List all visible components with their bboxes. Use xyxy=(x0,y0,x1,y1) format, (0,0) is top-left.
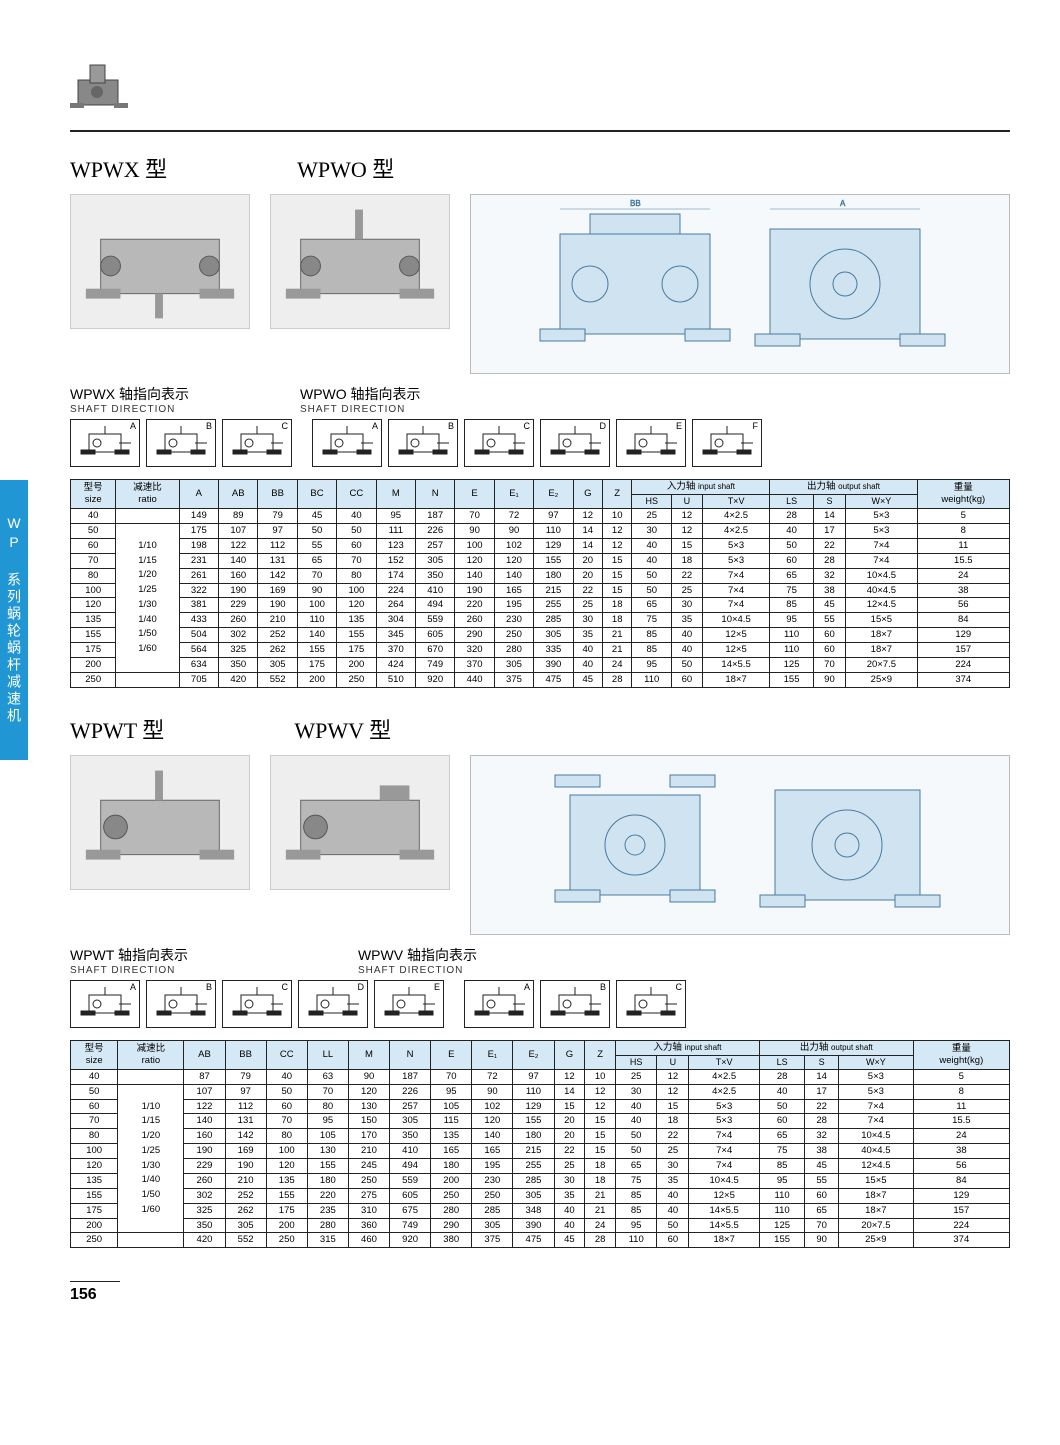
wpwt-shaft-label-cn: WPWT 轴指向表示 xyxy=(70,945,188,965)
shaft-direction-box: F xyxy=(692,419,762,467)
wpwo-shaft-label-en: SHAFT DIRECTION xyxy=(300,404,421,415)
shaft-direction-box: B xyxy=(146,980,216,1028)
wpwt-shaft-label-en: SHAFT DIRECTION xyxy=(70,965,188,976)
wpwo-photo xyxy=(270,194,450,329)
section2-subtitles: WPWT 轴指向表示 SHAFT DIRECTION WPWV 轴指向表示 SH… xyxy=(70,945,1010,976)
page-number: 156 xyxy=(70,1281,120,1304)
shaft-direction-box: A xyxy=(70,980,140,1028)
wpwt-photo xyxy=(70,755,250,890)
model-title-wpwt: WPWT 型 xyxy=(70,713,164,745)
wpwv-photo xyxy=(270,755,450,890)
wpwx-shaft-label-cn: WPWX 轴指向表示 xyxy=(70,384,270,404)
shaft-direction-box: C xyxy=(222,419,292,467)
shaft-direction-box: D xyxy=(298,980,368,1028)
spec-table-2: 型号size减速比ratioABBBCCLLMNEE₁E₂GZ入力轴 input… xyxy=(70,1040,1010,1249)
wpwv-shaft-label-en: SHAFT DIRECTION xyxy=(358,965,477,976)
shaft-direction-box: D xyxy=(540,419,610,467)
model-title-wpwx: WPWX 型 xyxy=(70,152,167,184)
section2-shaft-direction-boxes: A B C D E A B C xyxy=(70,980,1010,1028)
svg-text:BB: BB xyxy=(630,199,641,208)
section1-images-row: BB A xyxy=(70,194,1010,374)
section2-images-row xyxy=(70,755,1010,935)
page-content: WPWX 型 WPWO 型 xyxy=(0,0,1060,1334)
shaft-direction-box: E xyxy=(374,980,444,1028)
wpwo-shaft-label-cn: WPWO 轴指向表示 xyxy=(300,384,421,404)
shaft-direction-box: E xyxy=(616,419,686,467)
section1-tech-diagram: BB A xyxy=(470,194,1010,374)
shaft-direction-box: B xyxy=(540,980,610,1028)
shaft-direction-box: C xyxy=(616,980,686,1028)
section1-subtitles: WPWX 轴指向表示 SHAFT DIRECTION WPWO 轴指向表示 SH… xyxy=(70,384,1010,415)
model-title-wpwo: WPWO 型 xyxy=(297,152,394,184)
shaft-direction-box: C xyxy=(464,419,534,467)
shaft-direction-box: A xyxy=(70,419,140,467)
shaft-direction-box: B xyxy=(146,419,216,467)
wpwx-photo xyxy=(70,194,250,329)
section1-titles: WPWX 型 WPWO 型 xyxy=(70,152,1010,184)
gearbox-logo-icon xyxy=(70,60,130,115)
shaft-direction-box: C xyxy=(222,980,292,1028)
shaft-direction-box: A xyxy=(312,419,382,467)
svg-text:A: A xyxy=(840,199,846,208)
shaft-direction-box: B xyxy=(388,419,458,467)
section1-shaft-direction-boxes: A B C A B C D E F xyxy=(70,419,1010,467)
shaft-direction-box: A xyxy=(464,980,534,1028)
model-title-wpwv: WPWV 型 xyxy=(294,713,391,745)
section2-tech-diagram xyxy=(470,755,1010,935)
section2-titles: WPWT 型 WPWV 型 xyxy=(70,713,1010,745)
spec-table-1: 型号size减速比ratioAABBBBCCCMNEE₁E₂GZ入力轴 inpu… xyxy=(70,479,1010,688)
wpwv-shaft-label-cn: WPWV 轴指向表示 xyxy=(358,945,477,965)
wpwx-shaft-label-en: SHAFT DIRECTION xyxy=(70,404,270,415)
